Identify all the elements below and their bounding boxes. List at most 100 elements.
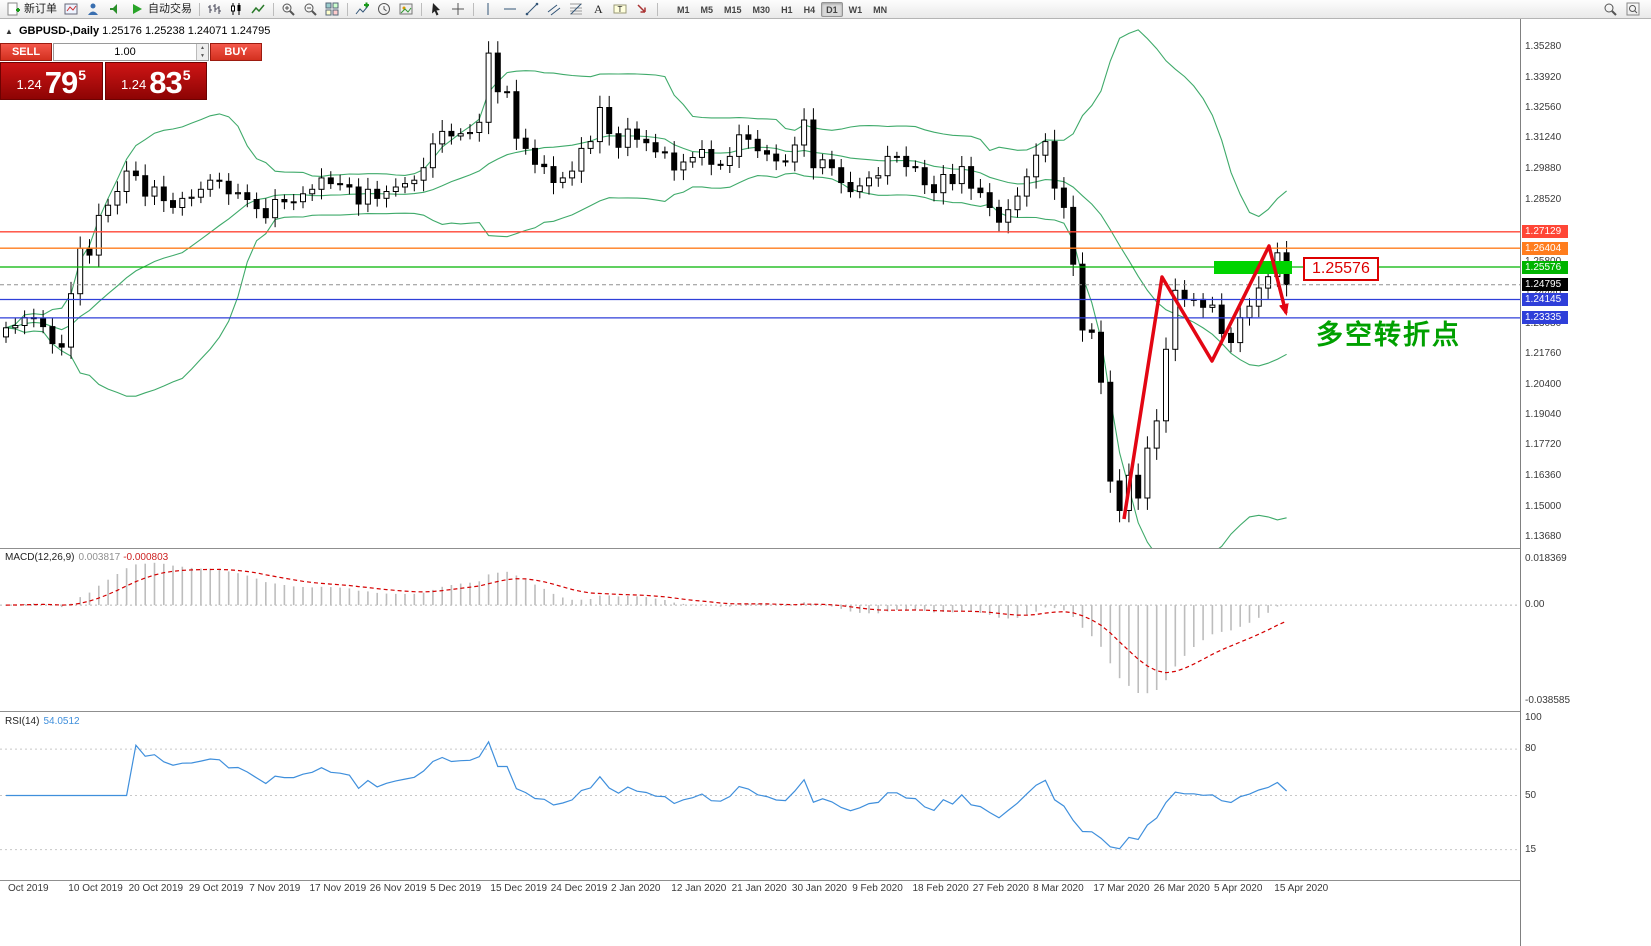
- buy-button[interactable]: BUY: [210, 43, 262, 61]
- macd-histogram: [14, 562, 1288, 694]
- macd-scale-tick: 0.00: [1525, 599, 1545, 611]
- date-label: 8 Mar 2020: [1033, 883, 1084, 894]
- vertical-line-button[interactable]: [478, 1, 499, 18]
- autotrading-button[interactable]: 自动交易: [127, 1, 195, 18]
- panel-separator: [0, 880, 1651, 881]
- tile-windows-button[interactable]: [322, 1, 343, 18]
- bar-chart-button[interactable]: [204, 1, 225, 18]
- charts-window-button[interactable]: [61, 1, 82, 18]
- fibonacci-button[interactable]: [566, 1, 587, 18]
- bollinger-lower-band[interactable]: [5, 172, 1287, 548]
- window-zoom-button[interactable]: [1623, 1, 1644, 18]
- text-button[interactable]: A: [588, 1, 609, 18]
- volume-down-icon[interactable]: ▼: [197, 52, 208, 60]
- zoom-in-button[interactable]: [278, 1, 299, 18]
- templates-button[interactable]: [396, 1, 417, 18]
- date-label: Oct 2019: [8, 883, 49, 894]
- turning-point-note[interactable]: 多空转折点: [1316, 320, 1461, 350]
- date-label: 21 Jan 2020: [731, 883, 787, 894]
- macd-scale-tick: 0.018369: [1525, 553, 1567, 565]
- price-callout-label[interactable]: 1.25576: [1303, 257, 1379, 281]
- bollinger-upper-band[interactable]: [5, 29, 1287, 329]
- sell-price-box[interactable]: 1.24 79 5: [0, 62, 103, 100]
- timeframe-h4[interactable]: H4: [803, 4, 816, 15]
- volume-stepper[interactable]: ▲ ▼: [196, 44, 208, 60]
- price-scale[interactable]: 0.018369 0.00 -0.038585 100 80 50 15 1.35280 1.3…: [1520, 19, 1651, 946]
- price-tag-1.23335: 1.23335: [1522, 311, 1568, 325]
- ask-pips: 83: [149, 65, 182, 100]
- price-tick: 1.35280: [1525, 40, 1562, 52]
- symbol-search-button[interactable]: [1600, 1, 1621, 18]
- price-tag-1.27129: 1.27129: [1522, 225, 1568, 239]
- toolbar-separator: [347, 2, 348, 16]
- date-label: 17 Mar 2020: [1093, 883, 1150, 894]
- rsi-label: RSI(14) 54.0512: [5, 716, 80, 727]
- time-scale[interactable]: Oct 2019 10 Oct 2019 20 Oct 2019 29 Oct 201…: [0, 883, 1520, 898]
- new-order-button[interactable]: 新订单: [3, 1, 60, 18]
- toolbar-separator: [273, 2, 274, 16]
- macd-scale-tick: -0.038585: [1525, 695, 1571, 707]
- panel-separator[interactable]: [0, 711, 1651, 712]
- price-tick: 1.32560: [1525, 102, 1562, 114]
- price-tag-1.25576: 1.25576: [1522, 260, 1568, 274]
- volume-input[interactable]: [54, 44, 196, 60]
- timeframe-w1[interactable]: W1: [848, 4, 863, 15]
- sell-button[interactable]: SELL: [0, 43, 52, 61]
- rsi-indicator-chart[interactable]: [0, 712, 1520, 879]
- crosshair-button[interactable]: [448, 1, 469, 18]
- toolbar-separator: [657, 2, 658, 16]
- zoom-out-button[interactable]: [300, 1, 321, 18]
- ask-big-figure: 1.24: [120, 77, 147, 92]
- equidistant-channel-button[interactable]: [544, 1, 565, 18]
- horizontal-line-button[interactable]: [500, 1, 521, 18]
- line-chart-button[interactable]: [248, 1, 269, 18]
- price-tick: 1.15000: [1525, 501, 1562, 513]
- timeframe-mn[interactable]: MN: [873, 4, 888, 15]
- timeframe-m15[interactable]: M15: [724, 4, 742, 15]
- rsi-scale-tick: 80: [1525, 743, 1537, 755]
- chart-title: ▲ GBPUSD-,Daily 1.25176 1.25238 1.24071 …: [5, 25, 270, 37]
- date-label: 18 Feb 2020: [912, 883, 969, 894]
- alerts-button[interactable]: [105, 1, 126, 18]
- price-tick: 1.24440: [1525, 287, 1561, 298]
- macd-name: MACD(12,26,9): [5, 552, 75, 563]
- date-label: 20 Oct 2019: [128, 883, 184, 894]
- date-label: 5 Dec 2019: [430, 883, 482, 894]
- trend-zigzag-arrow[interactable]: [1122, 244, 1289, 520]
- candles[interactable]: [3, 41, 1290, 523]
- timeframe-m1[interactable]: M1: [677, 4, 690, 15]
- date-label: 12 Jan 2020: [671, 883, 727, 894]
- toolbar-separator: [473, 2, 474, 16]
- profiles-button[interactable]: [83, 1, 104, 18]
- text-label-button[interactable]: T: [610, 1, 631, 18]
- panel-separator[interactable]: [0, 548, 1651, 549]
- timeframe-h1[interactable]: H1: [781, 4, 793, 15]
- price-tag-1.24795: 1.24795: [1522, 278, 1568, 292]
- buy-price-box[interactable]: 1.24 83 5: [104, 62, 207, 100]
- timeframe-m5[interactable]: M5: [700, 4, 714, 15]
- bid-pips: 79: [44, 65, 78, 100]
- price-tick: 1.17720: [1525, 439, 1562, 451]
- one-click-collapse-arrow[interactable]: ▲: [5, 27, 13, 36]
- price-tick: 1.33920: [1525, 71, 1562, 83]
- date-label: 10 Oct 2019: [68, 883, 123, 894]
- timeframe-d1[interactable]: D1: [821, 1, 843, 17]
- timeframe-m30[interactable]: M30: [752, 4, 771, 15]
- date-label: 5 Apr 2020: [1214, 883, 1263, 894]
- macd-indicator-chart[interactable]: [0, 549, 1520, 711]
- price-chart[interactable]: [0, 19, 1520, 548]
- highlight-rectangle[interactable]: [1214, 261, 1292, 274]
- candlestick-chart-button[interactable]: [226, 1, 247, 18]
- volume-up-icon[interactable]: ▲: [197, 44, 208, 52]
- trendline-button[interactable]: [522, 1, 543, 18]
- cursor-button[interactable]: [426, 1, 447, 18]
- periods-button[interactable]: [374, 1, 395, 18]
- ask-pipette: 5: [182, 67, 191, 83]
- arrows-button[interactable]: [632, 1, 653, 18]
- price-tick: 1.21760: [1525, 347, 1562, 359]
- price-tick: 1.13680: [1525, 531, 1562, 543]
- indicators-button[interactable]: [352, 1, 373, 18]
- date-label: 26 Mar 2020: [1153, 883, 1210, 894]
- toolbar-separator: [421, 2, 422, 16]
